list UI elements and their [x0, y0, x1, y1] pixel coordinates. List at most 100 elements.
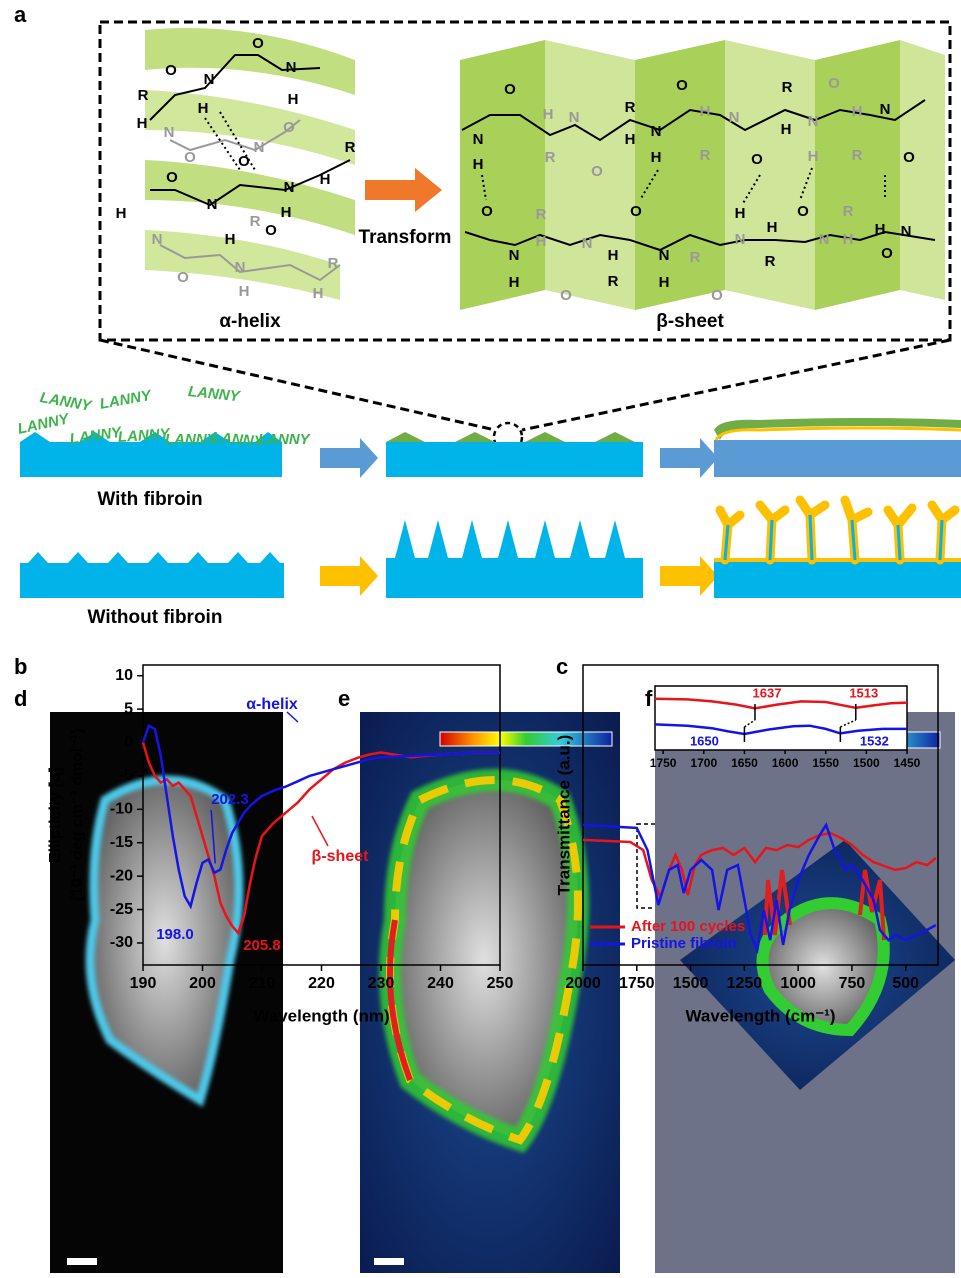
atom: R — [765, 253, 776, 270]
atom: N — [207, 196, 218, 213]
x-tick-label: 250 — [487, 975, 514, 992]
zoom-line — [522, 340, 950, 430]
atom: O — [560, 287, 572, 304]
sheet-label: β-sheet — [656, 311, 724, 332]
y-tick-label: -20 — [110, 867, 133, 884]
peak-label: 202.3 — [211, 791, 249, 808]
atom: H — [313, 285, 324, 302]
atom: O — [504, 81, 516, 98]
transform-arrow — [365, 168, 442, 212]
x-tick-label: 500 — [892, 975, 919, 992]
atom: H — [288, 91, 299, 108]
atom: N — [901, 223, 912, 240]
atom: O — [630, 203, 642, 220]
atom: H — [225, 231, 236, 248]
x-axis-label: Wavelength (cm⁻¹) — [685, 1006, 835, 1025]
atom: H — [767, 219, 778, 236]
x-tick-label: 1500 — [853, 756, 880, 770]
atom: H — [625, 131, 636, 148]
panel-letter: a — [14, 2, 27, 27]
atom: H — [808, 148, 819, 165]
atom: H — [509, 274, 520, 291]
series-label: α-helix — [246, 696, 298, 713]
atom: O — [751, 151, 763, 168]
atom: H — [852, 103, 863, 120]
label-arrow — [312, 816, 328, 846]
atom: R — [328, 255, 339, 272]
x-tick-label: 1700 — [690, 756, 717, 770]
atom: O — [166, 169, 178, 186]
y-tick-label: -30 — [110, 934, 133, 951]
label-arrow — [287, 712, 298, 722]
peptide-glyph: LANNY — [98, 387, 154, 413]
atom: N — [659, 247, 670, 264]
atom: N — [473, 131, 484, 148]
atom: R — [608, 273, 619, 290]
atom: O — [828, 75, 840, 92]
atom: R — [138, 87, 149, 104]
x-axis-label: Wavelength (nm) — [253, 1006, 389, 1025]
panel-letter: e — [338, 686, 350, 711]
atom: N — [880, 101, 891, 118]
y-axis-units: (10⁻³ deg cm⁻² dmol⁻¹) — [69, 729, 86, 902]
atom: O — [238, 153, 250, 170]
atom: N — [204, 71, 215, 88]
helix-label: α-helix — [219, 311, 281, 332]
atom: O — [165, 62, 177, 79]
atom: N — [284, 179, 295, 196]
x-tick-label: 1650 — [731, 756, 758, 770]
y-tick-label: 10 — [115, 667, 133, 684]
without-fibroin-row — [20, 500, 961, 598]
atom: R — [852, 147, 863, 164]
atom: H — [473, 156, 484, 173]
image-e — [360, 712, 620, 1273]
y-tick-label: -15 — [110, 834, 133, 851]
peak-label: 1637 — [753, 685, 782, 700]
atom: H — [320, 171, 331, 188]
atom: O — [252, 35, 264, 52]
peptide-glyph: LANNY — [187, 383, 242, 406]
panel-letter: b — [14, 654, 27, 679]
atom: N — [235, 259, 246, 276]
peak-label: 205.8 — [243, 937, 281, 954]
y-axis-label: Ellipticity [q] — [47, 767, 64, 863]
atom: O — [184, 149, 196, 166]
panel-letter: f — [645, 686, 653, 711]
atom: R — [625, 99, 636, 116]
atom: O — [481, 203, 493, 220]
x-tick-label: 230 — [368, 975, 395, 992]
with-label: With fibroin — [97, 489, 202, 510]
atom: H — [116, 205, 127, 222]
atom: H — [281, 204, 292, 221]
atom: N — [152, 231, 163, 248]
atom: O — [711, 287, 723, 304]
atom: R — [843, 203, 854, 220]
x-tick-label: 2000 — [565, 975, 601, 992]
peptide-glyph: LANNY — [16, 410, 72, 438]
image-f — [655, 712, 955, 1273]
atom: R — [345, 139, 356, 156]
atom: N — [729, 109, 740, 126]
atom: H — [536, 233, 547, 250]
transform-label: Transform — [359, 227, 452, 248]
x-tick-label: 1250 — [727, 975, 763, 992]
atom: N — [509, 247, 520, 264]
peptide-glyph: LANNY — [258, 431, 312, 448]
atom: O — [676, 77, 688, 94]
x-tick-label: 1550 — [812, 756, 839, 770]
atom: O — [591, 163, 603, 180]
panel-letter: d — [14, 686, 27, 711]
atom: N — [569, 109, 580, 126]
atom: O — [177, 269, 189, 286]
peak-label: 1532 — [860, 733, 889, 748]
atom: N — [254, 139, 265, 156]
atom: O — [881, 245, 893, 262]
atom: H — [651, 149, 662, 166]
y-tick-label: 5 — [124, 700, 133, 717]
x-tick-label: 1750 — [619, 975, 655, 992]
x-tick-label: 190 — [130, 975, 157, 992]
zoom-line — [100, 340, 495, 430]
y-tick-label: -5 — [119, 767, 133, 784]
legend-label: After 100 cycles — [631, 918, 745, 935]
atom: N — [286, 59, 297, 76]
